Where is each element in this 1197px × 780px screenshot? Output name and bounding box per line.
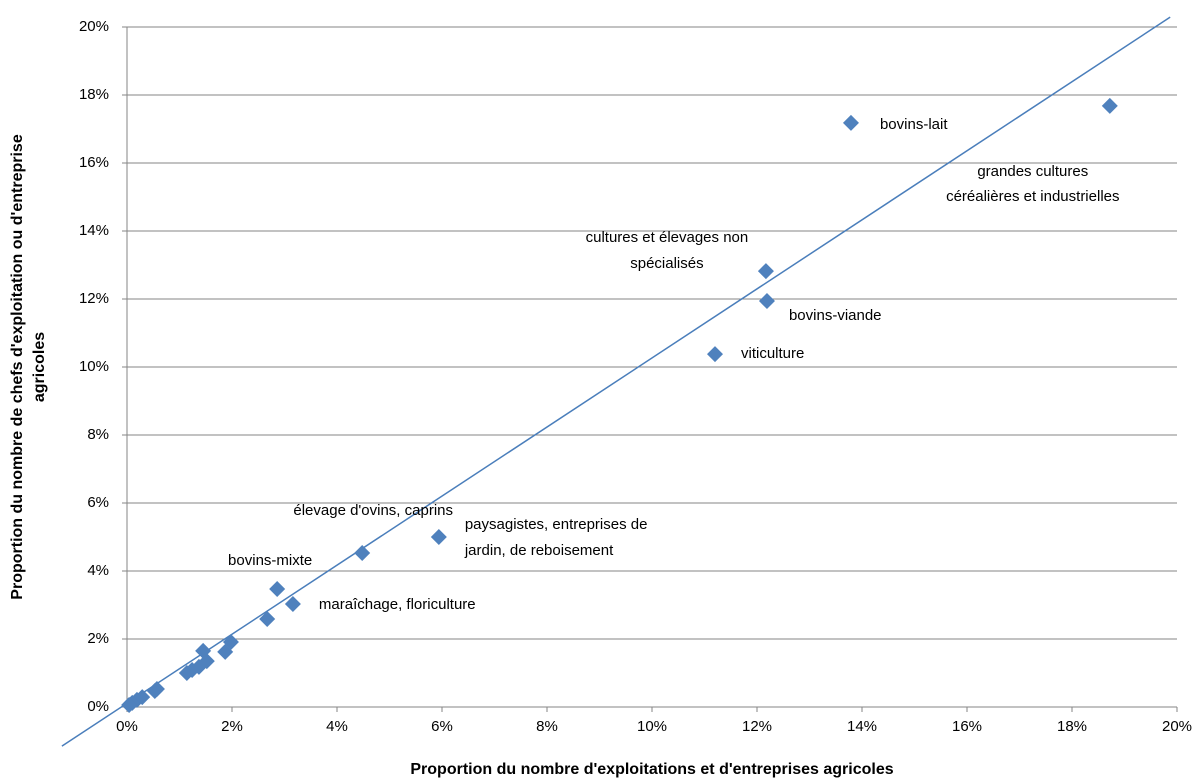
y-tick-label: 10% (79, 358, 109, 375)
point-label: viticulture (741, 345, 804, 362)
point (121, 696, 138, 713)
point-label: jardin, de reboisement (464, 542, 614, 559)
point (354, 544, 371, 561)
point (1101, 97, 1118, 114)
point (284, 595, 301, 612)
point (430, 529, 447, 545)
point (146, 683, 163, 700)
y-axis-title-line: Proportion du nombre de chefs d'exploita… (9, 134, 26, 600)
y-tick-label: 4% (87, 562, 109, 579)
x-tick-label: 0% (116, 718, 138, 735)
y-tick-label: 0% (87, 698, 109, 715)
point (707, 346, 723, 363)
point (758, 293, 775, 310)
y-tick-label: 18% (79, 86, 109, 103)
x-tick-label: 2% (221, 718, 243, 735)
x-tick-label: 14% (847, 718, 877, 735)
x-tick-label: 8% (536, 718, 558, 735)
x-tick-label: 20% (1162, 718, 1192, 735)
point-label: bovins-mixte (228, 552, 312, 569)
y-tick-label: 14% (79, 222, 109, 239)
x-tick-label: 10% (637, 718, 667, 735)
point-label: bovins-lait (880, 116, 948, 133)
y-tick-label: 16% (79, 154, 109, 171)
x-tick-label: 16% (952, 718, 982, 735)
y-tick-label: 6% (87, 494, 109, 511)
point (178, 665, 195, 681)
point-label: cultures et élevages non (586, 229, 749, 246)
point-label: céréalières et industrielles (946, 188, 1119, 205)
y-axis-title: Proportion du nombre de chefs d'exploita… (9, 134, 48, 600)
point (217, 643, 234, 660)
trendline (61, 16, 1171, 747)
x-axis-title: Proportion du nombre d'exploitations et … (410, 761, 893, 778)
y-tick-label: 12% (79, 290, 109, 307)
point-label: élevage d'ovins, caprins (293, 502, 453, 519)
point-label: grandes cultures (977, 163, 1088, 180)
point-label: bovins-viande (789, 307, 882, 324)
point-label: maraîchage, floriculture (319, 596, 476, 613)
x-tick-label: 4% (326, 718, 348, 735)
point (269, 581, 286, 598)
x-tick-label: 18% (1057, 718, 1087, 735)
x-tick-label: 12% (742, 718, 772, 735)
point (259, 610, 276, 627)
y-tick-label: 8% (87, 426, 109, 443)
point (757, 263, 774, 280)
point (842, 114, 859, 131)
x-tick-label: 6% (431, 718, 453, 735)
y-tick-label: 20% (79, 18, 109, 35)
point-label: paysagistes, entreprises de (465, 516, 648, 533)
y-axis-title-line: agricoles (31, 332, 48, 402)
point-label: spécialisés (630, 255, 703, 272)
y-tick-label: 2% (87, 630, 109, 647)
